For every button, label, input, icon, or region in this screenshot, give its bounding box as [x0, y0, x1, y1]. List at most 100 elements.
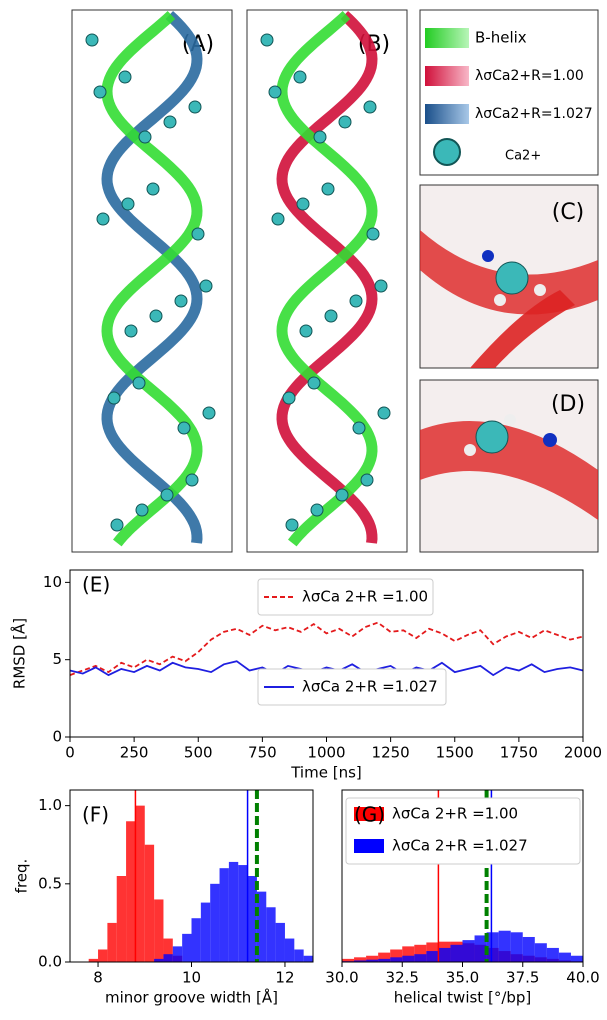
hist-bar [378, 958, 391, 962]
ion [324, 309, 338, 323]
hist-bar [200, 902, 211, 962]
ion [313, 130, 327, 144]
hist-bar [266, 907, 276, 962]
panel-label: (E) [82, 573, 110, 597]
x-tick-label: 1000 [307, 744, 345, 762]
y-axis-label: freq. [13, 859, 31, 894]
hist-bar [474, 935, 487, 962]
ion [110, 518, 124, 532]
legend-swatch [354, 807, 384, 821]
legend-swatch [425, 104, 469, 124]
hist-bar [486, 932, 499, 962]
legend-text: λσCa 2+R =1.00 [302, 588, 428, 606]
y-tick-label: 0 [52, 728, 62, 746]
ion [121, 197, 135, 211]
ion [191, 227, 205, 241]
x-tick-label: 1250 [372, 744, 410, 762]
ion [174, 294, 188, 308]
x-axis-label: minor groove width [Å] [105, 988, 278, 1007]
x-tick-label: 750 [248, 744, 277, 762]
hist-bar [98, 949, 108, 962]
panel-label: (D) [551, 392, 585, 417]
legend-text: λσCa 2+R =1.027 [302, 678, 438, 696]
ion [360, 473, 374, 487]
hist-bar [570, 955, 583, 962]
hist-bar [438, 947, 451, 962]
hist-bar [182, 933, 192, 962]
series-line [69, 660, 584, 677]
ion [132, 376, 146, 390]
legend-swatch [433, 138, 461, 166]
ion [335, 488, 349, 502]
ion [377, 406, 391, 420]
strand [276, 10, 378, 544]
hist-bar [284, 938, 295, 962]
hist-bar [154, 958, 164, 962]
ion [199, 279, 213, 293]
hist-bar [191, 918, 201, 962]
hist-bar [303, 955, 313, 962]
ion [124, 324, 138, 338]
y-tick-label: 5 [52, 650, 62, 668]
chart: λσCa 2+R =1.00 λσCa 2+R =1.027 0 250 500 750 1… [10, 569, 602, 782]
hist-bar [354, 960, 367, 962]
x-tick-label: 1750 [500, 744, 538, 762]
ion [296, 197, 310, 211]
hist-bar [219, 868, 229, 962]
hist-bar [154, 899, 164, 962]
hist-bar [378, 952, 391, 962]
hist-bar [256, 891, 267, 962]
hist-bar [294, 949, 304, 962]
hist-bar [116, 876, 127, 962]
x-axis-label: Time [ns] [290, 764, 362, 782]
hist-bar [366, 959, 379, 962]
atom [482, 250, 494, 262]
hist-bar [546, 947, 559, 962]
hist-bar [390, 957, 403, 962]
ion [310, 503, 324, 517]
hist-bar [107, 922, 117, 962]
legend-text: B-helix [475, 29, 527, 47]
strand [101, 10, 203, 547]
ion [475, 420, 509, 454]
hist-bar [450, 944, 463, 962]
strand [101, 10, 203, 544]
ion [96, 212, 110, 226]
ion [260, 33, 274, 47]
ion [188, 100, 202, 114]
hist-bar [238, 865, 248, 962]
panel-label: (F) [82, 803, 109, 827]
legend-box [257, 668, 447, 706]
ion [138, 130, 152, 144]
legend-text: λσCa2+R=1.027 [475, 106, 593, 122]
ion [107, 391, 121, 405]
x-tick-label: 40.0 [566, 969, 599, 987]
x-tick-label: 12 [275, 969, 294, 987]
strand [276, 10, 378, 547]
ion [160, 488, 174, 502]
y-tick-label: 1.0 [38, 796, 62, 814]
hist-bar [88, 958, 99, 962]
ion [293, 70, 307, 84]
ion [185, 473, 199, 487]
ion [118, 70, 132, 84]
series-line [69, 621, 584, 676]
ion [366, 227, 380, 241]
ion [374, 279, 388, 293]
ion [338, 115, 352, 129]
hist-bar [247, 876, 257, 962]
x-tick-label: 0 [65, 744, 75, 762]
chart: λσCa 2+R =1.00 λσCa 2+R =1.027 30.0 32.5 35.… [325, 789, 600, 1007]
hist-bar [414, 954, 427, 962]
y-axis-label: RMSD [Å] [10, 618, 29, 689]
hist-bar [135, 805, 145, 962]
ion [146, 182, 160, 196]
legend-text: Ca2+ [505, 149, 541, 164]
atom [543, 433, 557, 447]
ion [349, 294, 363, 308]
hist-bar [172, 946, 183, 962]
ion [307, 376, 321, 390]
legend-swatch [425, 28, 469, 48]
legend-text: λσCa 2+R =1.00 [392, 805, 518, 823]
